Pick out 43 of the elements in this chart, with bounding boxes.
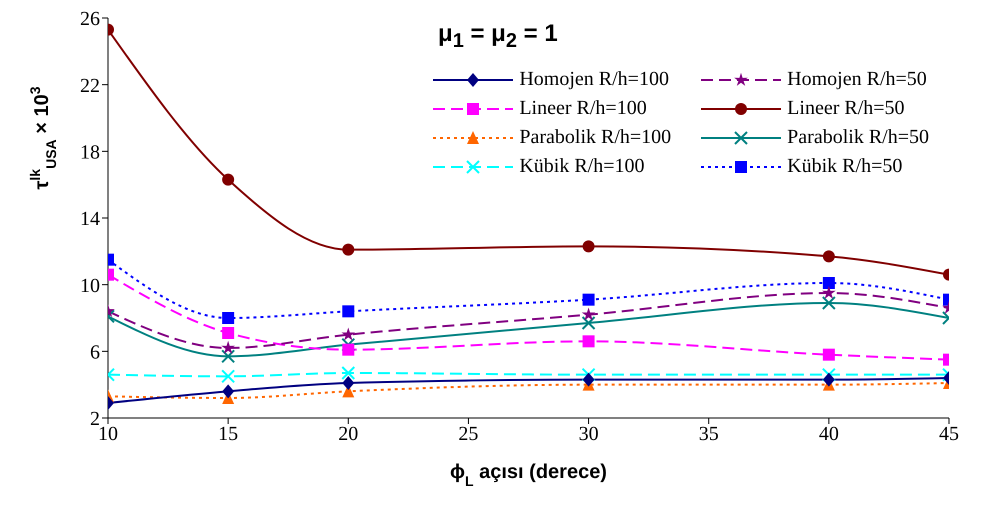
x-tick-label: 15	[218, 423, 238, 446]
x-tick-label: 30	[578, 423, 599, 446]
point	[341, 327, 356, 340]
x-tick-label: 45	[939, 423, 959, 446]
point	[582, 335, 595, 348]
y-tick-label: 26	[80, 8, 100, 30]
legend-label: Kübik R/h=100	[519, 155, 645, 178]
legend-label: Kübik R/h=50	[787, 155, 902, 178]
point	[222, 174, 234, 186]
point	[582, 240, 595, 252]
legend-label: Parabolik R/h=100	[519, 126, 672, 149]
y-tick-label: 6	[90, 341, 100, 364]
point	[342, 344, 354, 356]
x-axis-title: ϕ$_{L}$ açısı (derece)	[450, 461, 607, 489]
x-tick-label: 40	[818, 423, 839, 446]
point	[582, 372, 595, 387]
y-tick-label: 10	[80, 274, 100, 297]
legend-label: Parabolik R/h=50	[787, 126, 929, 149]
point	[342, 376, 354, 390]
y-tick-label: 22	[80, 74, 100, 97]
point	[582, 294, 595, 306]
legend-label: Homojen R/h=100	[519, 68, 669, 91]
point	[221, 340, 235, 354]
point	[222, 327, 234, 339]
x-tick-label: 35	[698, 423, 719, 446]
point	[822, 372, 835, 387]
legend-label: Homojen R/h=50	[787, 68, 927, 91]
legend-label: Lineer R/h=50	[787, 97, 905, 120]
legend-label: Lineer R/h=100	[519, 97, 647, 120]
point	[222, 312, 234, 324]
x-tick-label: 20	[338, 423, 358, 446]
point	[822, 348, 835, 361]
point	[822, 250, 835, 262]
point	[342, 305, 354, 318]
point	[582, 307, 596, 320]
y-tick-label: 14	[80, 208, 100, 230]
y-tick-label: 18	[80, 141, 100, 164]
chart-title: μ$_{1}$ = μ$_{2}$ = 1	[438, 20, 558, 53]
point	[222, 384, 234, 398]
point	[342, 244, 354, 256]
x-tick-label: 25	[458, 423, 478, 446]
point	[822, 277, 835, 289]
y-tick-label: 2	[90, 408, 100, 430]
